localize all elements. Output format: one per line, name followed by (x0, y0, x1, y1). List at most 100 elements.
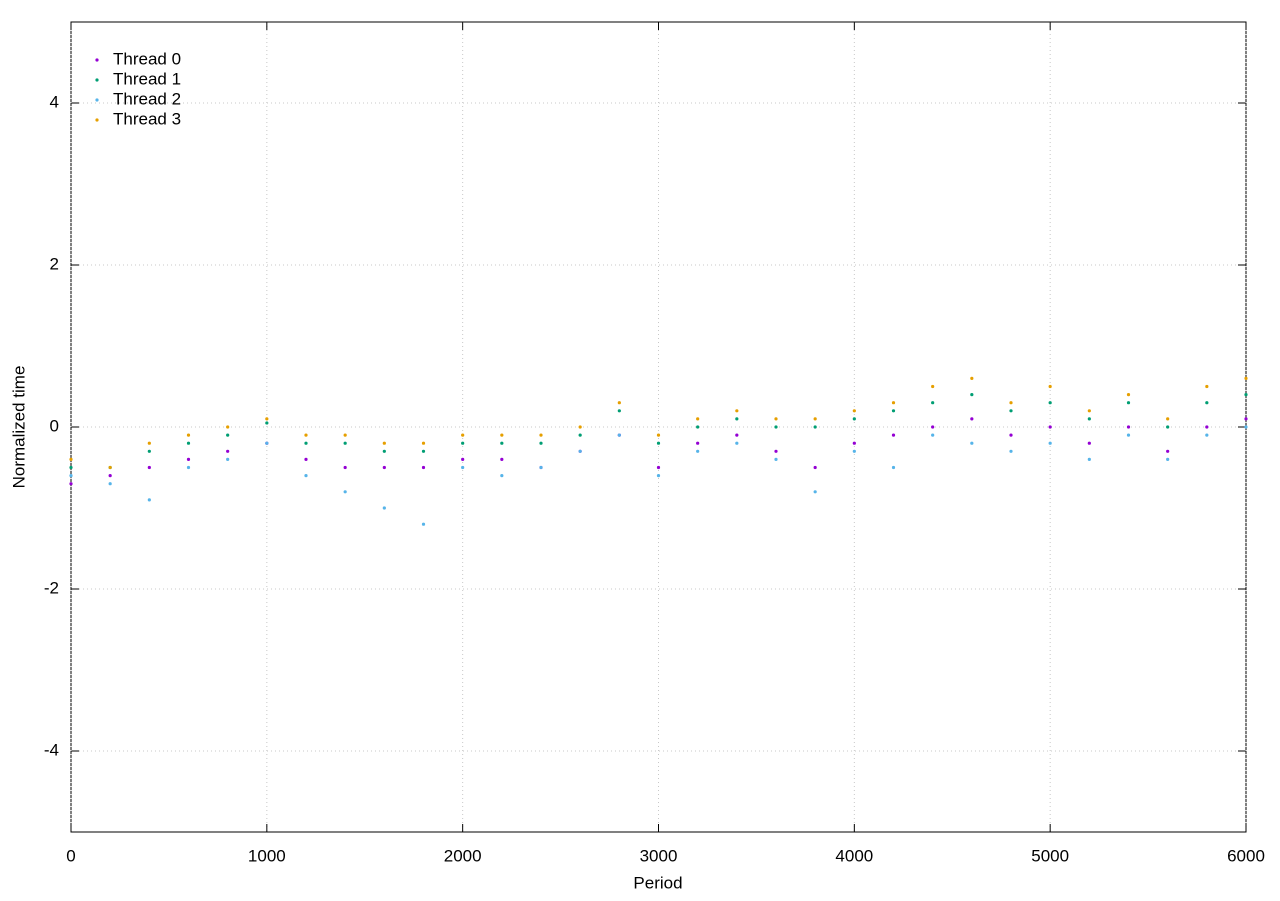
point (1048, 441, 1052, 445)
point (656, 441, 661, 445)
x-tick-label: 2000 (444, 846, 482, 865)
point (617, 433, 621, 437)
y-tick-label: 0 (50, 416, 59, 435)
point (539, 441, 543, 445)
point (1205, 425, 1209, 429)
point (891, 401, 896, 405)
point (382, 441, 386, 445)
point (1009, 401, 1013, 405)
point (304, 441, 308, 445)
point (500, 433, 504, 437)
point (1166, 449, 1170, 453)
legend-label: Thread 0 (113, 49, 181, 68)
point (343, 441, 347, 445)
point (500, 457, 504, 461)
y-tick-label: -2 (44, 578, 59, 597)
point (931, 401, 935, 405)
point (421, 465, 426, 470)
point (265, 441, 269, 445)
point (343, 465, 347, 470)
point (1009, 433, 1013, 437)
point (1048, 401, 1052, 405)
point (69, 482, 73, 486)
legend-label: Thread 1 (113, 69, 181, 88)
point (970, 441, 974, 445)
point (69, 465, 73, 470)
point (852, 417, 856, 421)
point (656, 465, 661, 470)
point (774, 449, 778, 453)
point (108, 474, 112, 478)
point (382, 506, 386, 510)
point (1048, 384, 1052, 389)
x-tick-label: 5000 (1031, 846, 1069, 865)
point (343, 433, 347, 437)
point (461, 433, 465, 437)
point (813, 425, 817, 429)
point (421, 441, 426, 445)
point (578, 449, 582, 453)
point (108, 465, 112, 470)
point (186, 457, 191, 461)
y-tick-label: 2 (50, 254, 59, 273)
point (1126, 425, 1131, 429)
x-tick-label: 6000 (1227, 846, 1265, 865)
point (813, 465, 817, 470)
y-axis-label: Normalized time (9, 366, 28, 489)
point (735, 441, 739, 445)
legend-marker (95, 118, 99, 122)
point (813, 490, 817, 494)
point (1009, 449, 1013, 453)
point (147, 441, 151, 445)
point (500, 441, 504, 445)
point (1087, 457, 1091, 461)
point (931, 384, 935, 389)
point (304, 474, 308, 478)
point (696, 441, 700, 445)
x-tick-label: 4000 (835, 846, 873, 865)
point (970, 376, 974, 380)
point (735, 433, 739, 437)
point (578, 433, 582, 437)
point (461, 441, 465, 445)
point (343, 490, 347, 494)
point (735, 417, 739, 421)
point (226, 433, 230, 437)
point (500, 474, 504, 478)
point (1205, 384, 1209, 389)
point (69, 474, 73, 478)
point (931, 425, 935, 429)
point (69, 457, 73, 461)
point (852, 441, 856, 445)
point (970, 417, 974, 421)
point (1166, 425, 1170, 429)
point (852, 409, 856, 413)
point (108, 482, 112, 486)
point (891, 465, 896, 470)
point (617, 401, 621, 405)
point (226, 457, 230, 461)
point (1048, 425, 1052, 429)
point (891, 409, 896, 413)
point (656, 474, 661, 478)
point (1009, 409, 1013, 413)
point (147, 449, 151, 453)
legend-label: Thread 3 (113, 109, 181, 128)
point (774, 425, 778, 429)
y-tick-label: -4 (44, 740, 59, 759)
point (539, 433, 543, 437)
point (656, 433, 661, 437)
point (735, 409, 739, 413)
point (461, 457, 465, 461)
legend-label: Thread 2 (113, 89, 181, 108)
point (421, 522, 426, 526)
point (1244, 417, 1248, 421)
point (186, 441, 191, 445)
legend-marker (95, 58, 99, 62)
point (970, 393, 974, 397)
point (1244, 425, 1248, 429)
point (696, 425, 700, 429)
legend-marker (95, 78, 99, 82)
